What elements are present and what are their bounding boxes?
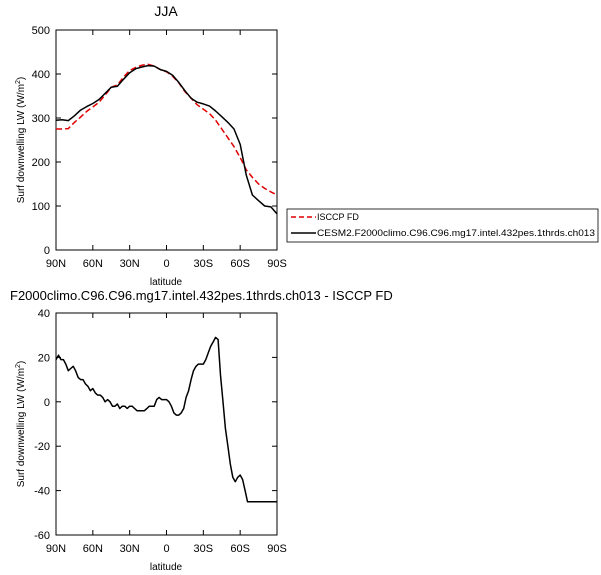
top-y-axis-label: Surf downwelling LW (W/m2) [15, 77, 27, 204]
bottom-y-axis-label-main: Surf downwelling LW (W/m [16, 368, 27, 487]
legend-label-isccp: ISCCP FD [317, 212, 359, 222]
bottom-series-line-0 [55, 336, 277, 503]
bottom-series-group [55, 336, 277, 503]
top-x-tick-label: 90S [267, 258, 287, 270]
bottom-x-axis-label: latitude [150, 562, 183, 573]
top-y-tick-label: 200 [32, 157, 50, 169]
top-panel: JJA 0 100 200 300 400 500 90N 60N 30N 0 30S 60S 90S… [15, 3, 287, 288]
top-series-group [55, 63, 278, 215]
bottom-x-tick-label: 30N [120, 543, 140, 555]
top-x-tick-label: 90N [46, 258, 66, 270]
bottom-y-tick-label: -20 [34, 441, 50, 453]
bottom-y-tick-label: -40 [34, 486, 50, 498]
bottom-x-tick-label: 0 [163, 543, 169, 555]
legend: ISCCP FD CESM2.F2000climo.C96.C96.mg17.i… [286, 208, 599, 243]
top-y-axis-label-main: Surf downwelling LW (W/m [16, 84, 27, 203]
top-plot-frame [55, 29, 278, 251]
bottom-x-tick-label: 30S [194, 543, 214, 555]
top-x-tick-label: 60S [230, 258, 250, 270]
bottom-y-tick-label: 40 [38, 308, 50, 320]
top-x-tick-label: 30S [194, 258, 214, 270]
bottom-x-axis: 90N 60N 30N 0 30S 60S 90S [46, 313, 287, 555]
top-x-tick-label: 60N [83, 258, 103, 270]
top-y-tick-label: 400 [32, 69, 50, 81]
bottom-y-tick-label: 20 [38, 352, 50, 364]
top-y-axis-label-superscript: 2 [15, 80, 22, 84]
bottom-y-tick-label: 0 [44, 397, 50, 409]
bottom-plot-frame [55, 312, 278, 536]
bottom-y-axis-label-suffix: ) [16, 361, 27, 364]
top-y-tick-label: 100 [32, 201, 50, 213]
top-y-tick-label: 300 [32, 113, 50, 125]
top-x-axis-label: latitude [150, 277, 183, 288]
bottom-x-tick-label: 60S [230, 543, 250, 555]
top-y-tick-label: 0 [44, 245, 50, 257]
bottom-y-axis: -60 -40 -20 0 20 40 [34, 308, 277, 542]
top-x-tick-label: 0 [163, 258, 169, 270]
bottom-y-tick-label: -60 [34, 530, 50, 542]
bottom-x-tick-label: 90S [267, 543, 287, 555]
top-series-line-1 [55, 64, 278, 215]
bottom-y-axis-label-superscript: 2 [15, 364, 22, 368]
top-x-axis: 90N 60N 30N 0 30S 60S 90S [46, 30, 287, 270]
bottom-x-tick-label: 90N [46, 543, 66, 555]
top-y-axis-label-suffix: ) [16, 77, 27, 80]
top-chart-title: JJA [154, 3, 178, 19]
legend-box [286, 208, 599, 243]
bottom-panel: F2000climo.C96.C96.mg17.intel.432pes.1th… [10, 288, 393, 573]
top-series-line-0 [56, 63, 278, 196]
bottom-chart-title: F2000climo.C96.C96.mg17.intel.432pes.1th… [10, 288, 393, 303]
bottom-y-axis-label: Surf downwelling LW (W/m2) [15, 361, 27, 488]
bottom-x-tick-label: 60N [83, 543, 103, 555]
top-y-tick-label: 500 [32, 25, 50, 37]
top-x-tick-label: 30N [120, 258, 140, 270]
top-y-axis: 0 100 200 300 400 500 [32, 25, 277, 257]
legend-label-cesm: CESM2.F2000climo.C96.C96.mg17.intel.432p… [317, 228, 595, 238]
